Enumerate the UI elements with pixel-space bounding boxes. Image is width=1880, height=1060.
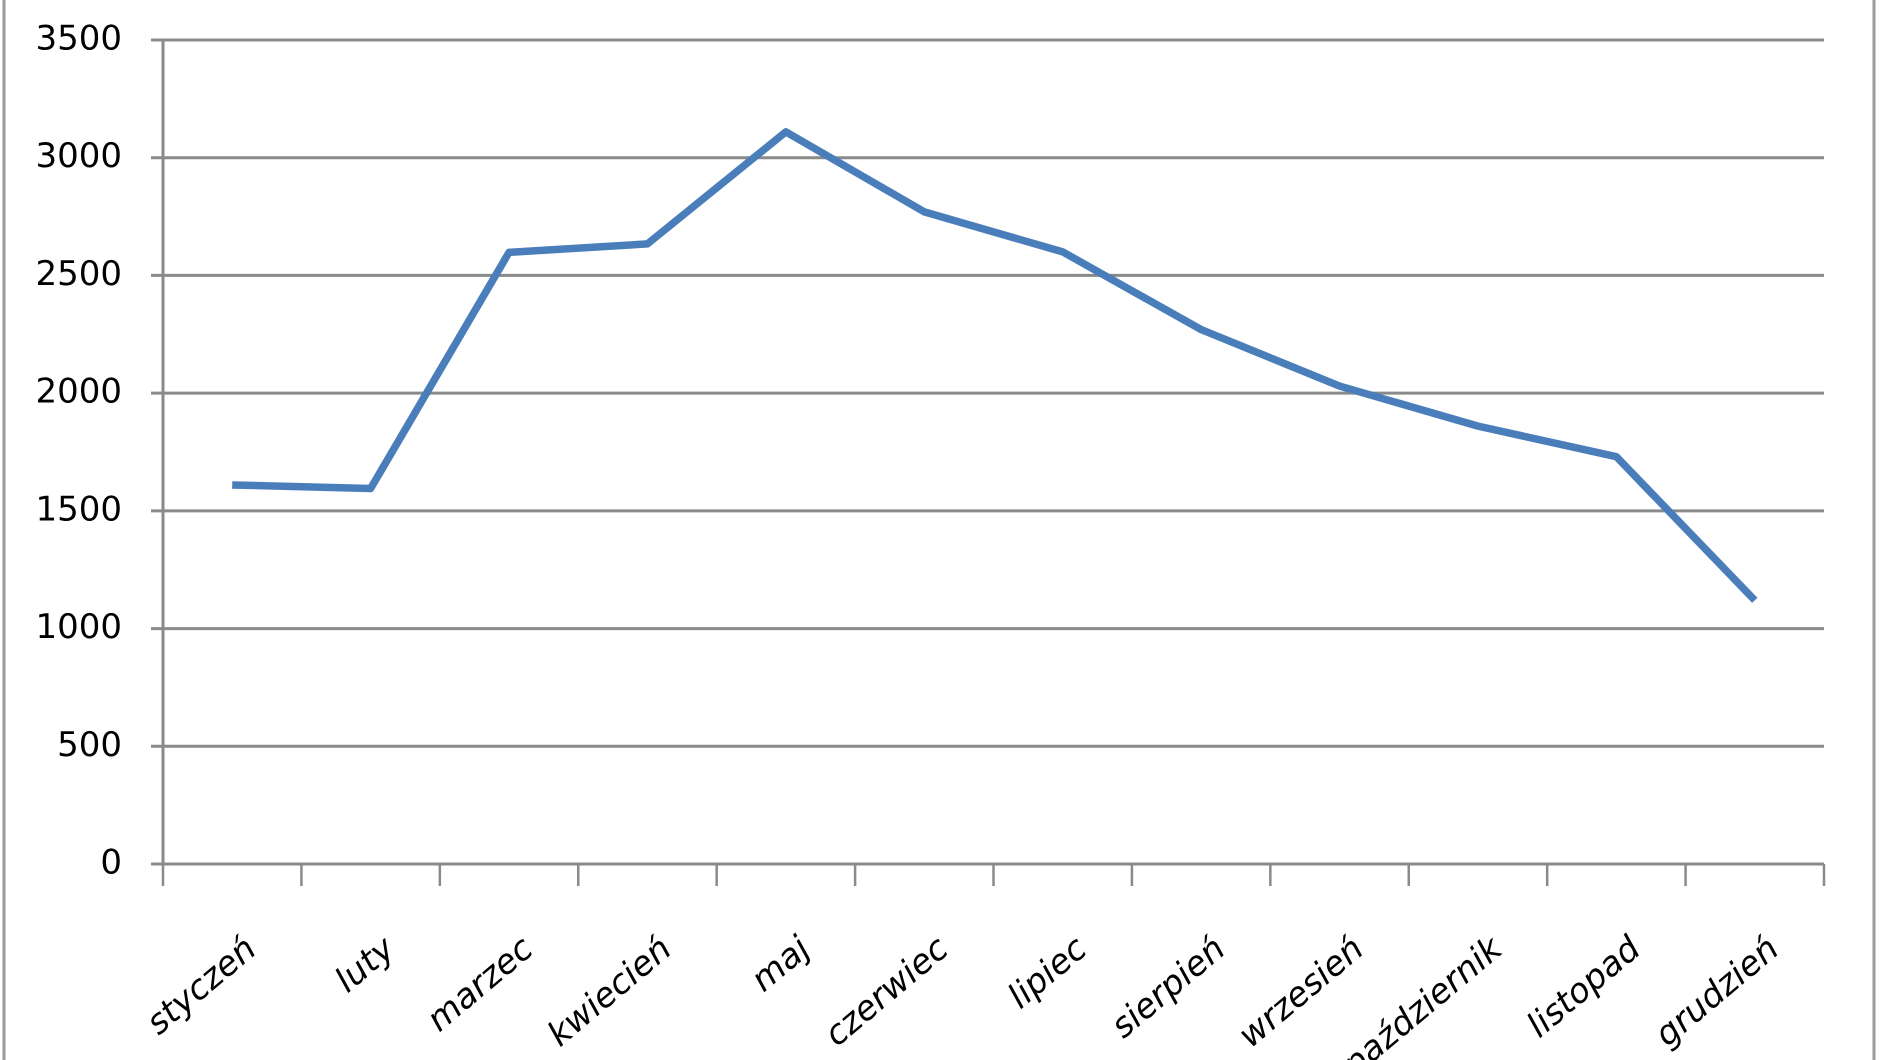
y-tick-label: 1500 [35,489,122,529]
y-tick-label: 3000 [35,136,122,176]
x-tick-label: kwiecień [540,929,679,1055]
x-tick-label: grudzień [1647,929,1786,1055]
x-tick-label: maj [743,928,818,1000]
x-tick-label: styczeń [139,929,264,1043]
data-line [232,128,1758,603]
y-tick-label: 2500 [35,254,122,294]
x-tick-label: czerwiec [817,928,957,1054]
y-tick-label: 0 [100,843,122,883]
x-tick-label: listopad [1519,928,1648,1046]
x-tick-label: lipiec [1000,928,1095,1016]
y-tick-label: 3500 [35,19,122,59]
y-tick-label: 1000 [35,607,122,647]
y-tick-label: 2000 [35,372,122,412]
x-tick-label: wrzesień [1231,929,1372,1056]
y-tick-label: 500 [57,725,122,765]
x-tick-label: marzec [419,928,541,1039]
x-tick-label: luty [327,928,403,1001]
x-tick-label: sierpień [1103,929,1233,1047]
